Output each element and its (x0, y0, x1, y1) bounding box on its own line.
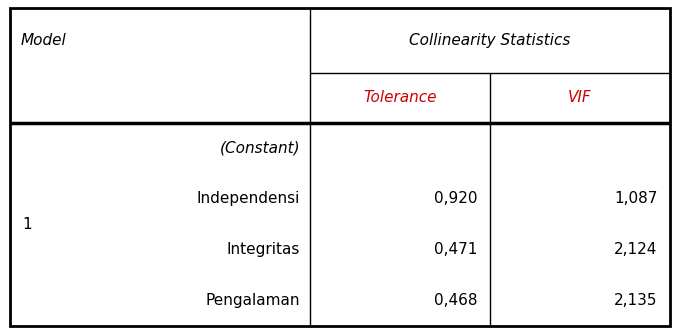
Text: (Constant): (Constant) (220, 141, 300, 155)
Text: 2,124: 2,124 (614, 242, 658, 257)
Text: 0,468: 0,468 (434, 293, 477, 308)
Text: 1,087: 1,087 (614, 191, 658, 206)
Text: Pengalaman: Pengalaman (205, 293, 300, 308)
Text: Collinearity Statistics: Collinearity Statistics (409, 33, 571, 48)
Text: Tolerance: Tolerance (363, 91, 437, 106)
Text: Model: Model (20, 33, 66, 48)
Text: VIF: VIF (568, 91, 592, 106)
Text: 0,471: 0,471 (434, 242, 477, 257)
Text: 0,920: 0,920 (434, 191, 477, 206)
Text: Independensi: Independensi (197, 191, 300, 206)
Text: Integritas: Integritas (226, 242, 300, 257)
Text: 2,135: 2,135 (614, 293, 658, 308)
Text: 1: 1 (22, 217, 32, 231)
